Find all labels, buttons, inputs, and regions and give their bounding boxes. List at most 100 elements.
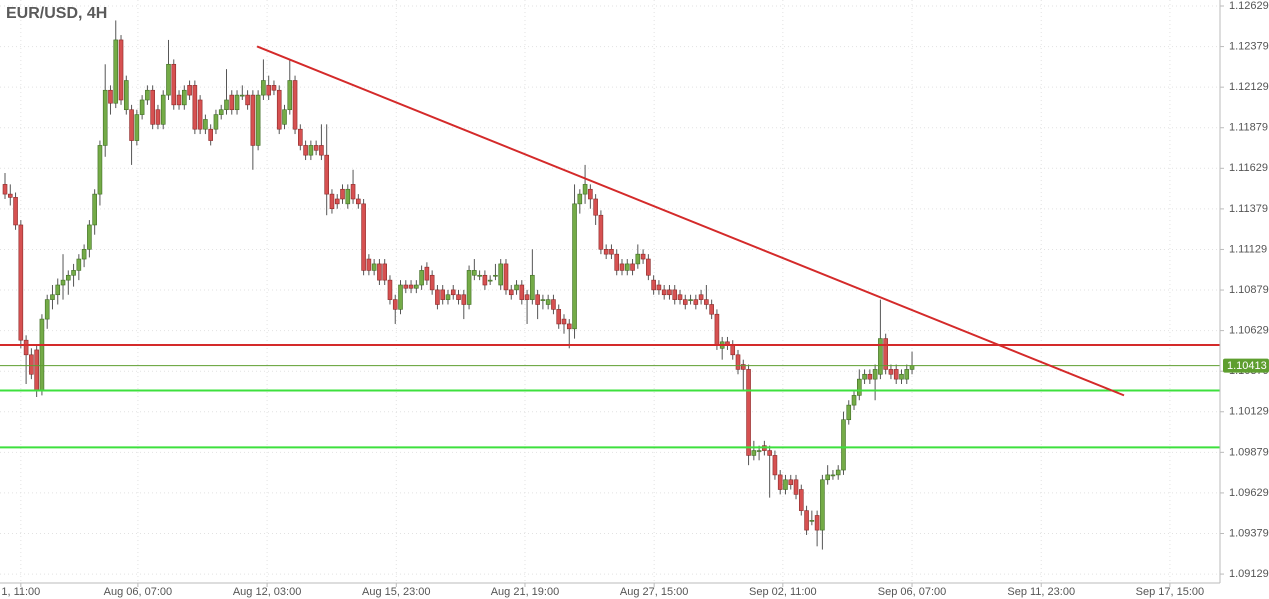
x-tick-label: Sep 02, 11:00 [749,586,817,598]
candle-body [382,263,387,281]
candle-body [656,284,662,291]
y-tick-label: 1.12629 [1229,0,1269,12]
candle-body [139,99,145,115]
y-tick-label: 1.11129 [1229,243,1267,255]
candle-body [134,114,140,141]
candle-body [176,94,182,106]
candle-body [514,284,519,291]
candle-body [55,284,61,296]
candle-body [493,274,498,277]
candle-body [788,479,794,485]
candle-body [609,249,614,255]
candle-body [603,249,609,255]
candle-body [29,354,34,375]
candle-body [424,266,430,281]
x-tick-label: Aug 27, 15:00 [620,586,689,598]
candle-body [751,450,757,456]
candle-body [282,109,287,125]
candle-body [740,364,746,370]
candle-body [783,479,788,490]
candle-body [698,294,704,300]
candle-body [856,378,862,396]
candle-body [472,270,477,276]
candle-body [23,339,29,356]
candle-body [804,510,809,531]
candle-body [746,369,751,456]
candle-body [498,263,504,286]
candle-body [240,94,245,97]
candle-body [350,184,356,200]
candle-body [830,474,836,477]
candle-body [13,197,18,226]
candle-body [561,318,567,325]
candle-body [266,85,271,96]
candle-body [166,63,171,96]
candle-body [809,520,815,522]
candle-body [904,369,910,380]
candle-body [825,474,830,481]
candle-body [97,145,103,195]
candle-body [846,404,852,421]
y-tick-label: 1.11879 [1229,122,1268,134]
y-tick-label: 1.11379 [1229,203,1268,215]
candle-body [319,145,324,156]
candle-body [361,203,366,271]
candle-body [287,80,293,111]
candle-body [440,289,446,300]
x-tick-label: Sep 17, 15:00 [1136,586,1205,598]
candle-body [234,94,240,111]
x-tick-label: Aug 21, 19:00 [491,586,560,598]
candle-body [224,99,229,111]
x-tick-label: 1, 11:00 [1,586,40,598]
candle-body [255,94,261,146]
candle-body [450,289,456,296]
candle-body [356,198,361,205]
candle-body [50,294,55,300]
candle-body [572,203,577,330]
plot [0,20,1220,550]
candle-body [171,63,177,106]
y-tick-label: 1.09379 [1229,527,1269,539]
candle-body [519,284,525,300]
last-price-label: 1.10413 [1227,360,1267,372]
candle-body [113,39,119,104]
candle-body [777,474,783,490]
candle-body [883,338,888,370]
candle-body [261,80,266,96]
candle-body [371,263,377,271]
candle-body [551,299,556,310]
candle-body [192,85,198,130]
candle-body [646,258,651,276]
candle-body [709,304,714,315]
candle-body [60,279,66,286]
candle-body [129,109,134,141]
candle-body [867,373,873,380]
candle-body [419,270,424,286]
candle-body [408,284,414,289]
candle-body [435,289,440,305]
candle-body [308,145,314,156]
candle-body [303,145,308,156]
candle-body [477,274,482,277]
candle-body [203,119,208,130]
candle-body [313,145,319,151]
candle-body [445,294,451,300]
candle-body [7,193,13,198]
candle-body [772,455,778,476]
candle-body [366,258,372,271]
grid [0,0,1220,583]
candle-body [403,284,409,289]
candle-body [87,224,92,250]
y-tick-label: 1.10629 [1229,325,1269,337]
candle-body [414,284,419,289]
y-tick-label: 1.09129 [1229,568,1269,580]
candle-body [593,198,598,216]
candle-body [630,263,635,271]
candle-body [545,299,551,305]
y-tick-label: 1.10879 [1229,284,1269,296]
y-tick-label: 1.12129 [1229,81,1269,93]
candle-body [672,289,678,300]
candle-body [624,263,630,271]
candle-body [640,253,646,260]
candle-body [535,294,540,305]
